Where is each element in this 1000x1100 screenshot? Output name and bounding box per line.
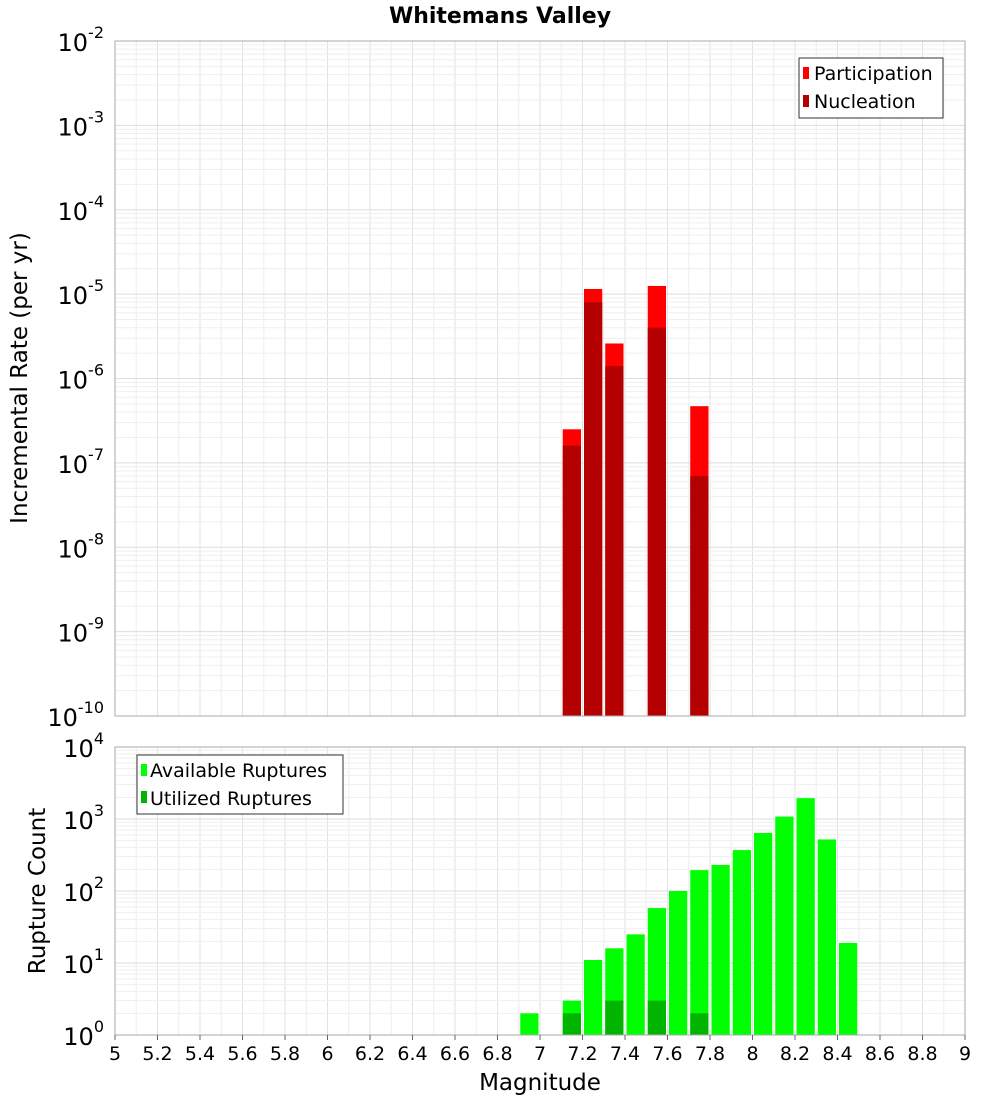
count-y-tick-labels: 100 101 102 103 104 [63, 729, 104, 1051]
x-tick-label: 8.2 [780, 1043, 810, 1065]
count-y-tick-label: 103 [63, 801, 104, 835]
rate-legend: Participation Nucleation [798, 57, 944, 119]
rate-y-axis-label: Incremental Rate (per yr) [7, 232, 33, 524]
bar-utilized-ruptures [562, 1013, 581, 1035]
x-tick-label: 7.2 [567, 1043, 597, 1065]
x-tick-label: 7 [534, 1043, 546, 1065]
rate-y-tick-label: 10-2 [58, 23, 105, 57]
count-bars [520, 798, 858, 1035]
x-axis-label: Magnitude [479, 1070, 601, 1096]
x-tick-label: 6.4 [397, 1043, 427, 1065]
x-tick-label: 8 [746, 1043, 758, 1065]
bar-available-ruptures [817, 839, 836, 1035]
bar-available-ruptures [754, 832, 773, 1035]
count-y-tick-label: 102 [63, 873, 104, 907]
bar-nucleation [690, 475, 709, 716]
x-tick-label: 6.2 [355, 1043, 385, 1065]
x-tick-label: 5.8 [270, 1043, 300, 1065]
bar-utilized-ruptures [690, 1013, 709, 1035]
rate-y-tick-label: 10-7 [58, 445, 105, 479]
rate-y-tick-label: 10-5 [58, 276, 105, 310]
legend-label-available: Available Ruptures [150, 760, 327, 782]
x-tick-label: 5.2 [142, 1043, 172, 1065]
bar-available-ruptures [796, 798, 815, 1035]
rate-y-tick-labels: 10-10 10-9 10-8 10-7 10-6 10-5 10-4 10-3 10-2 [47, 23, 104, 732]
x-tick-label: 5.6 [227, 1043, 257, 1065]
rate-y-tick-label: 10-3 [58, 107, 105, 141]
bar-available-ruptures [520, 1013, 539, 1035]
x-tick-label: 7.8 [695, 1043, 725, 1065]
bar-available-ruptures [711, 864, 730, 1035]
x-tick-label: 6.6 [440, 1043, 470, 1065]
bar-nucleation [647, 327, 666, 716]
legend-swatch-available [141, 764, 147, 776]
rate-gridlines [114, 41, 966, 717]
count-y-tick-label: 100 [63, 1017, 104, 1051]
x-tick-label: 9 [959, 1043, 971, 1065]
rate-y-tick-label: 10-8 [58, 529, 105, 563]
rate-y-tick-label: 10-9 [58, 614, 105, 648]
rate-y-tick-label: 10-6 [58, 361, 105, 395]
x-tick-label: 5 [109, 1043, 121, 1065]
x-tick-label: 5.4 [185, 1043, 215, 1065]
count-panel: 100 101 102 103 104 5 5.2 5.4 5.6 5.8 6 6.2 6.4 6.6 6… [25, 729, 971, 1096]
bar-nucleation [562, 445, 581, 716]
rate-y-tick-label: 10-4 [58, 192, 105, 226]
x-tick-labels: 5 5.2 5.4 5.6 5.8 6 6.2 6.4 6.6 6.8 7 7.2 7.4 7.6 7.8 8… [109, 1035, 971, 1065]
x-tick-label: 7.6 [652, 1043, 682, 1065]
legend-label-participation: Participation [814, 63, 933, 85]
x-tick-label: 6.8 [482, 1043, 512, 1065]
bar-available-ruptures [775, 816, 794, 1035]
bar-nucleation [584, 302, 603, 716]
rate-panel: 10-10 10-9 10-8 10-7 10-6 10-5 10-4 10-3 10-2 Wh… [7, 4, 966, 732]
count-y-tick-label: 101 [63, 945, 104, 979]
rate-bars [562, 285, 709, 716]
legend-swatch-participation [803, 67, 809, 79]
legend-swatch-nucleation [803, 95, 809, 107]
bar-available-ruptures [584, 960, 603, 1035]
chart-title: Whitemans Valley [389, 4, 611, 29]
legend-swatch-utilized [141, 791, 147, 803]
bar-available-ruptures [732, 850, 751, 1035]
x-tick-label: 8.8 [907, 1043, 937, 1065]
bar-available-ruptures [669, 891, 688, 1035]
count-y-tick-label: 104 [63, 729, 104, 763]
x-tick-label: 8.6 [865, 1043, 895, 1065]
count-y-axis-label: Rupture Count [25, 808, 51, 974]
bar-available-ruptures [839, 942, 858, 1035]
bar-available-ruptures [626, 934, 645, 1035]
rate-y-tick-label: 10-10 [47, 698, 104, 732]
x-tick-label: 8.4 [822, 1043, 852, 1065]
x-tick-label: 7.4 [610, 1043, 640, 1065]
count-legend: Available Ruptures Utilized Ruptures [136, 754, 344, 815]
bar-utilized-ruptures [605, 1000, 624, 1035]
legend-label-nucleation: Nucleation [814, 91, 916, 113]
bar-utilized-ruptures [647, 1000, 666, 1035]
bar-available-ruptures [690, 870, 709, 1035]
x-tick-label: 6 [321, 1043, 333, 1065]
legend-label-utilized: Utilized Ruptures [150, 788, 312, 810]
bar-nucleation [605, 366, 624, 716]
